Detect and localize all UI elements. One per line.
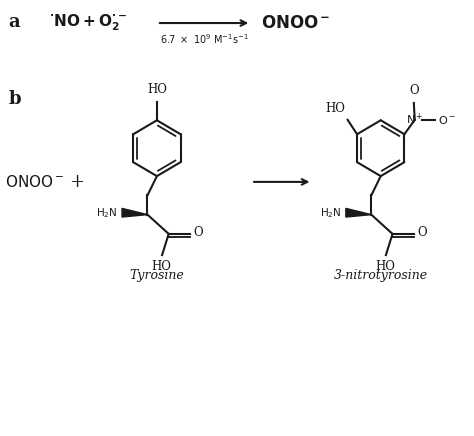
Text: +: + xyxy=(69,173,84,191)
Polygon shape xyxy=(346,208,371,217)
Text: HO: HO xyxy=(147,83,167,96)
Text: HO: HO xyxy=(151,260,171,273)
Polygon shape xyxy=(122,208,147,217)
Text: HO: HO xyxy=(375,260,395,273)
Text: 3-nitrotyrosine: 3-nitrotyrosine xyxy=(334,269,428,282)
Text: b: b xyxy=(9,90,21,109)
Text: $\mathrm{O^-}$: $\mathrm{O^-}$ xyxy=(438,114,456,126)
Text: $6.7\ \times\ 10^9\ \mathrm{M^{-1}s^{-1}}$: $6.7\ \times\ 10^9\ \mathrm{M^{-1}s^{-1}… xyxy=(160,32,248,46)
Text: HO: HO xyxy=(325,102,345,115)
Text: Tyrosine: Tyrosine xyxy=(129,269,184,282)
Text: $\mathrm{H_2N}$: $\mathrm{H_2N}$ xyxy=(96,206,117,220)
Text: O: O xyxy=(193,226,203,239)
Text: $\mathbf{{}^{\bullet}NO + O_2^{\bullet -}}$: $\mathbf{{}^{\bullet}NO + O_2^{\bullet -… xyxy=(48,13,127,33)
Text: O: O xyxy=(417,226,427,239)
Text: a: a xyxy=(9,14,20,31)
Text: $\mathrm{N^+}$: $\mathrm{N^+}$ xyxy=(406,112,424,127)
Text: $\mathrm{H_2N}$: $\mathrm{H_2N}$ xyxy=(319,206,341,220)
Text: $\mathbf{ONOO^-}$: $\mathbf{ONOO^-}$ xyxy=(261,14,330,31)
Text: $\mathrm{ONOO^-}$: $\mathrm{ONOO^-}$ xyxy=(5,174,64,190)
Text: O: O xyxy=(409,84,419,97)
